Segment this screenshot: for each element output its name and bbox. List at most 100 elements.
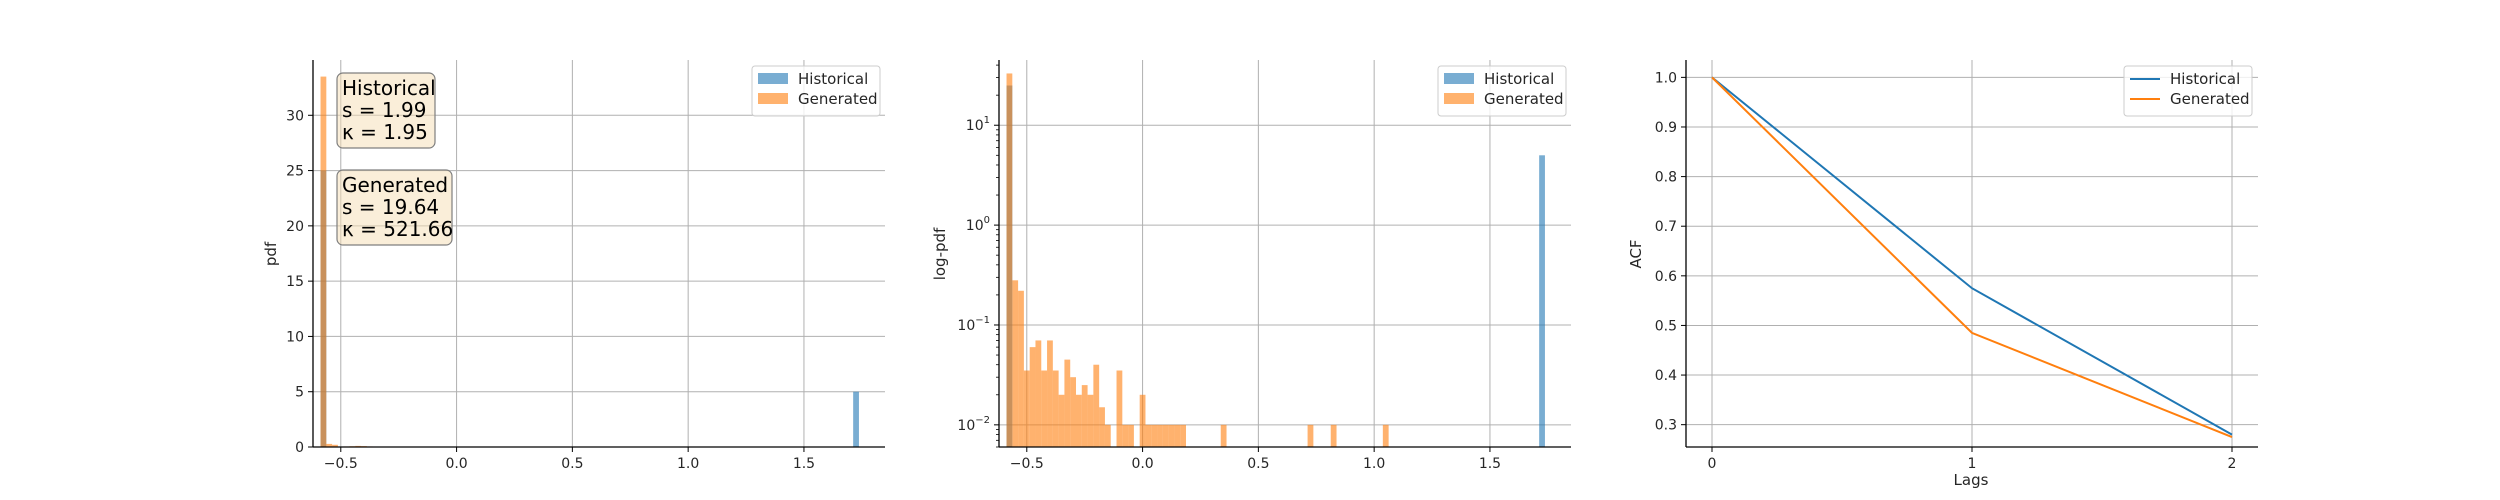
log-pdf-generated-bar-21 bbox=[1139, 394, 1146, 447]
logpdf-axes: −0.5 0.0 0.5 1.0 1.5 10−2 10−1 100 101 bbox=[957, 60, 1571, 472]
acf-lines bbox=[1711, 76, 2233, 439]
log-pdf-generated-bar-12 bbox=[1076, 394, 1082, 447]
log-pdf-historical-bar-1 bbox=[1539, 155, 1545, 447]
stats-historical-kurtosis: κ = 1.95 bbox=[342, 120, 428, 144]
stats-historical-skew: s = 1.99 bbox=[342, 98, 426, 122]
log-pdf-xtick-label-0: −0.5 bbox=[1010, 456, 1044, 472]
log-pdf-ytick-label-1: 10−1 bbox=[957, 315, 990, 334]
pdf-ytick-label-0: 0 bbox=[295, 440, 304, 456]
log-pdf-generated-bar-32 bbox=[1382, 424, 1389, 447]
acf-ytick-label-1: 0.4 bbox=[1655, 368, 1677, 384]
log-pdf-generated-bar-7 bbox=[1047, 340, 1053, 447]
acf-generated-line bbox=[1711, 76, 2233, 439]
log-pdf-generated-bar-15 bbox=[1093, 364, 1100, 447]
log-pdf-generated-bar-26 bbox=[1168, 424, 1175, 447]
stats-box-historical: Historical s = 1.99 κ = 1.95 bbox=[336, 72, 436, 149]
acf-xtick-label-2: 2 bbox=[2228, 456, 2237, 472]
acf-legend-generated-label: Generated bbox=[2170, 90, 2250, 108]
log-pdf-generated-bar-13 bbox=[1081, 385, 1088, 447]
acf-legend-historical-label: Historical bbox=[2170, 70, 2240, 88]
log-pdf-ytick-label-0: 10−2 bbox=[957, 415, 990, 434]
stats-box-generated-frame bbox=[336, 169, 453, 246]
log-pdf-generated-bar-8 bbox=[1052, 370, 1059, 447]
log-pdf-xtick-label-1: 0.0 bbox=[1131, 456, 1153, 472]
log-pdf-generated-bar-20 bbox=[1128, 424, 1134, 447]
stats-generated-title: Generated bbox=[342, 173, 448, 197]
log-pdf-generated-bar-18 bbox=[1116, 370, 1123, 447]
logpdf-ylabel: log-pdf bbox=[931, 227, 949, 280]
log-pdf-generated-bar-31 bbox=[1330, 424, 1337, 447]
panel-pdf: −0.5 0.0 0.5 1.0 1.5 0 5 10 15 20 25 30 pdf Histori… bbox=[262, 60, 885, 472]
logpdf-bars bbox=[1006, 73, 1545, 448]
acf-historical-line bbox=[1711, 76, 2233, 436]
logpdf-legend: Historical Generated bbox=[1437, 65, 1567, 117]
acf-ylabel: ACF bbox=[1627, 239, 1645, 268]
pdf-legend-generated-label: Generated bbox=[798, 90, 878, 108]
log-pdf-generated-bar-23 bbox=[1151, 424, 1158, 447]
log-pdf-generated-bar-3 bbox=[1023, 370, 1030, 447]
log-pdf-generated-bar-5 bbox=[1035, 340, 1042, 447]
acf-ytick-label-0: 0.3 bbox=[1655, 418, 1677, 434]
panel-log-pdf: −0.5 0.0 0.5 1.0 1.5 10−2 10−1 100 101 log-pdf H… bbox=[931, 60, 1571, 472]
stats-box-generated: Generated s = 19.64 κ = 521.66 bbox=[336, 169, 453, 246]
acf-ytick-label-6: 0.9 bbox=[1655, 120, 1677, 136]
log-pdf-generated-bar-1 bbox=[1012, 280, 1019, 447]
logpdf-legend-generated-swatch bbox=[1444, 93, 1474, 104]
pdf-xtick-label-1: 0.0 bbox=[445, 456, 467, 472]
pdf-generated-bar-1 bbox=[326, 443, 333, 447]
pdf-ytick-label-2: 10 bbox=[286, 329, 304, 345]
logpdf-legend-historical-label: Historical bbox=[1484, 70, 1554, 88]
pdf-axes: −0.5 0.0 0.5 1.0 1.5 0 5 10 15 20 25 30 bbox=[286, 60, 885, 472]
log-pdf-xtick-label-3: 1.0 bbox=[1363, 456, 1385, 472]
stats-generated-skew: s = 19.64 bbox=[342, 195, 439, 219]
stats-generated-kurtosis: κ = 521.66 bbox=[342, 217, 453, 241]
log-pdf-generated-bar-6 bbox=[1041, 370, 1048, 447]
acf-xlabel: Lags bbox=[1954, 471, 1989, 489]
log-pdf-xtick-label-4: 1.5 bbox=[1479, 456, 1501, 472]
pdf-ytick-label-4: 20 bbox=[286, 219, 304, 235]
logpdf-legend-historical-swatch bbox=[1444, 73, 1474, 84]
log-pdf-generated-bar-10 bbox=[1064, 359, 1071, 447]
pdf-ytick-label-5: 25 bbox=[286, 164, 304, 180]
pdf-legend-generated-swatch bbox=[758, 93, 788, 104]
stats-historical-title: Historical bbox=[342, 76, 436, 100]
acf-ytick-label-4: 0.7 bbox=[1655, 219, 1677, 235]
acf-legend: Historical Generated bbox=[2123, 65, 2253, 117]
pdf-generated-bar-2 bbox=[332, 444, 338, 447]
acf-ytick-label-3: 0.6 bbox=[1655, 269, 1677, 285]
acf-ytick-label-2: 0.5 bbox=[1655, 318, 1677, 334]
log-pdf-generated-bar-11 bbox=[1070, 377, 1076, 447]
log-pdf-generated-bar-2 bbox=[1018, 290, 1024, 447]
pdf-ytick-label-3: 15 bbox=[286, 274, 304, 290]
log-pdf-generated-bar-22 bbox=[1145, 424, 1152, 447]
log-pdf-generated-bar-4 bbox=[1029, 347, 1036, 447]
pdf-historical-bar-1 bbox=[853, 391, 859, 447]
pdf-grid bbox=[313, 60, 885, 448]
log-pdf-generated-bar-9 bbox=[1058, 394, 1065, 447]
log-pdf-generated-bar-28 bbox=[1180, 424, 1186, 447]
pdf-ylabel: pdf bbox=[262, 241, 280, 266]
log-pdf-generated-bar-14 bbox=[1087, 394, 1094, 447]
log-pdf-generated-bar-30 bbox=[1307, 424, 1314, 447]
pdf-generated-bar-0 bbox=[320, 76, 327, 447]
logpdf-legend-generated-label: Generated bbox=[1484, 90, 1564, 108]
acf-grid bbox=[1686, 60, 2258, 447]
log-pdf-generated-bar-19 bbox=[1122, 424, 1129, 447]
log-pdf-ytick-label-2: 100 bbox=[966, 215, 990, 234]
pdf-xtick-label-3: 1.0 bbox=[677, 456, 699, 472]
log-pdf-generated-bar-17 bbox=[1104, 424, 1111, 447]
acf-xtick-label-0: 0 bbox=[1708, 456, 1717, 472]
pdf-ytick-label-6: 30 bbox=[286, 108, 304, 124]
pdf-ytick-label-1: 5 bbox=[295, 385, 304, 401]
acf-axes: 0 1 2 0.3 0.4 0.5 0.6 0.7 0.8 0.9 1.0 bbox=[1655, 60, 2258, 472]
pdf-xtick-label-4: 1.5 bbox=[793, 456, 815, 472]
log-pdf-generated-bar-0 bbox=[1006, 73, 1013, 447]
panel-acf: 0 1 2 0.3 0.4 0.5 0.6 0.7 0.8 0.9 1.0 ACF Lags His… bbox=[1627, 60, 2258, 489]
log-pdf-generated-bar-24 bbox=[1157, 424, 1163, 447]
acf-ytick-label-7: 1.0 bbox=[1655, 70, 1677, 86]
pdf-xtick-label-2: 0.5 bbox=[561, 456, 583, 472]
log-pdf-generated-bar-27 bbox=[1174, 424, 1181, 447]
log-pdf-generated-bar-25 bbox=[1162, 424, 1169, 447]
stats-box-historical-frame bbox=[336, 72, 436, 149]
